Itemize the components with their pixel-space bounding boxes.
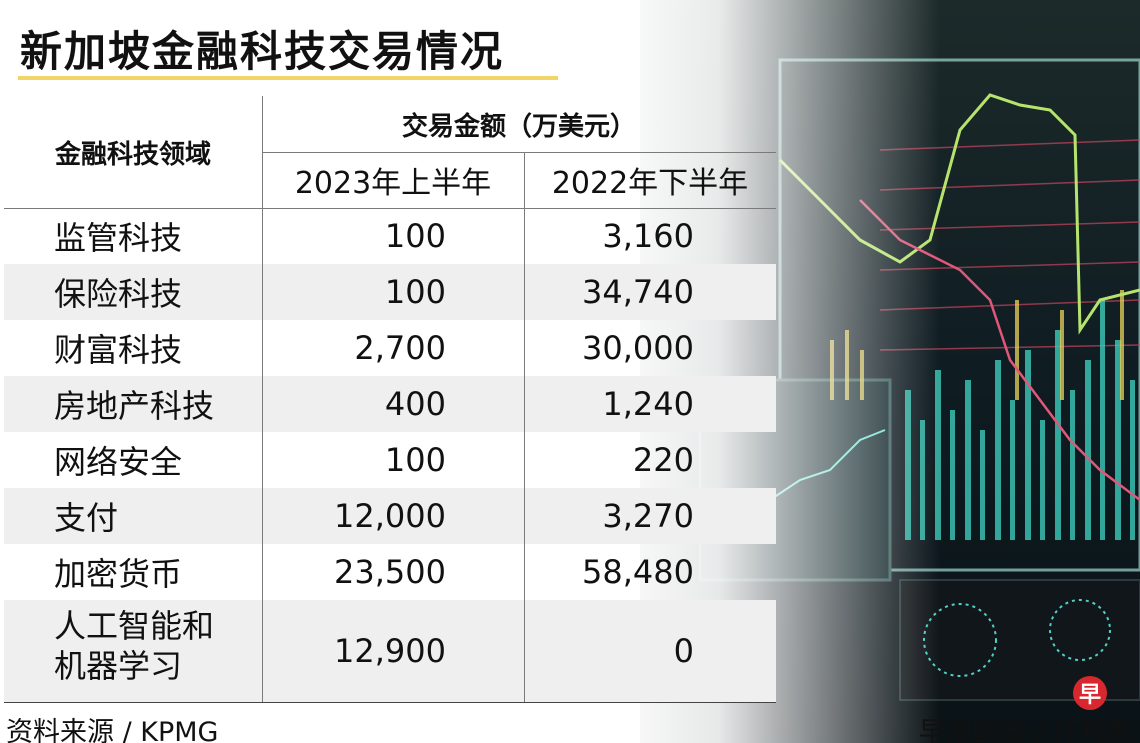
page-title: 新加坡金融科技交易情况 — [20, 27, 505, 76]
table-row: 监管科技 100 3,160 — [4, 208, 776, 264]
row-label: 保险科技 — [54, 275, 183, 313]
row-label: 网络安全 — [54, 443, 183, 481]
value-2023h1: 12,900 — [334, 632, 446, 670]
value-2023h1: 100 — [384, 273, 446, 311]
table-row: 人工智能和 机器学习 12,900 0 — [4, 600, 776, 702]
row-label: 加密货币 — [54, 555, 183, 593]
row-label: 人工智能和 机器学习 — [54, 600, 262, 702]
source-note: 资料来源 / KPMG — [6, 717, 219, 743]
table-row: 房地产科技 400 1,240 — [4, 376, 776, 432]
row-shade — [4, 488, 776, 544]
row-label: 支付 — [54, 499, 119, 537]
value-2022h2: 3,270 — [602, 497, 694, 535]
title-underline — [18, 76, 558, 80]
value-2022h2: 0 — [673, 632, 694, 670]
table-row: 支付 12,000 3,270 — [4, 488, 776, 544]
value-2022h2: 58,480 — [582, 553, 694, 591]
row-shade — [4, 600, 776, 702]
value-2022h2: 34,740 — [582, 273, 694, 311]
table-row: 保险科技 100 34,740 — [4, 264, 776, 320]
row-label: 财富科技 — [54, 331, 183, 369]
value-2022h2: 3,160 — [602, 217, 694, 255]
table-bottom-line — [4, 702, 776, 703]
value-2022h2: 30,000 — [582, 329, 694, 367]
table-row: 加密货币 23,500 58,480 — [4, 544, 776, 600]
dial-right — [1049, 599, 1111, 661]
column-header-2022h2: 2022年下半年 — [551, 166, 749, 201]
group-header-title: 交易金额（万美元） — [401, 111, 636, 142]
row-shade — [4, 376, 776, 432]
row-label-line: 人工智能和 — [54, 607, 215, 645]
value-2023h1: 23,500 — [334, 553, 446, 591]
value-2022h2: 220 — [632, 441, 694, 479]
row-shade — [4, 264, 776, 320]
header-divider — [262, 152, 776, 153]
value-2023h1: 2,700 — [354, 329, 446, 367]
zaobao-logo: 早 — [1073, 676, 1107, 710]
column-header-2023h1: 2023年上半年 — [294, 166, 492, 201]
column-divider — [262, 96, 263, 702]
value-2022h2: 1,240 — [602, 385, 694, 423]
table-row: 网络安全 100 220 — [4, 432, 776, 488]
column-divider — [524, 152, 525, 702]
row-label: 监管科技 — [54, 219, 183, 257]
row-header-title: 金融科技领域 — [54, 139, 211, 170]
table-row: 财富科技 2,700 30,000 — [4, 320, 776, 376]
row-label-line: 机器学习 — [54, 647, 183, 685]
value-2023h1: 12,000 — [334, 497, 446, 535]
credit-note: 早报图表 / 陈锐勤 — [918, 717, 1134, 743]
value-2023h1: 100 — [384, 441, 446, 479]
value-2023h1: 100 — [384, 217, 446, 255]
row-label: 房地产科技 — [54, 387, 215, 425]
value-2023h1: 400 — [384, 385, 446, 423]
header-bottom-line — [4, 208, 776, 209]
